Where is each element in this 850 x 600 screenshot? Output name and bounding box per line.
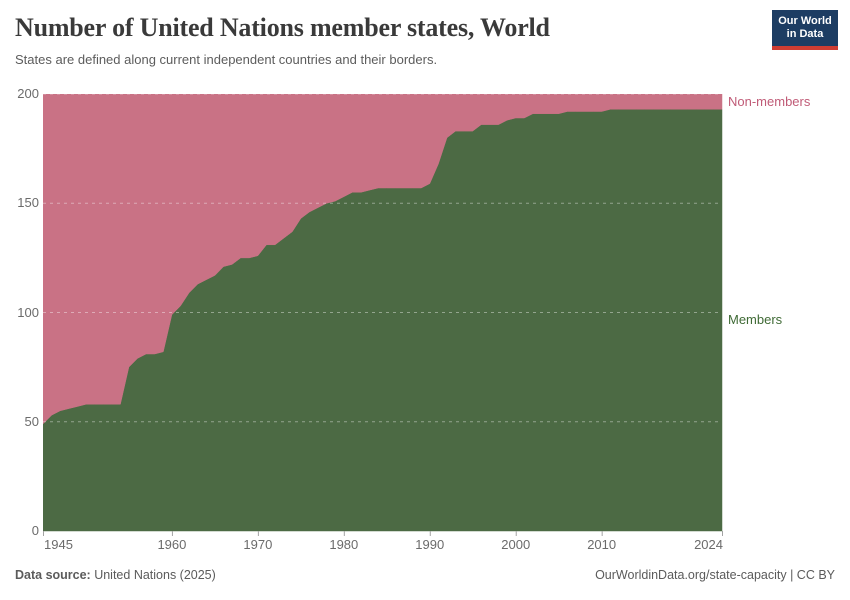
page-title: Number of United Nations member states, …: [15, 13, 550, 42]
license-link[interactable]: OurWorldinData.org/state-capacity | CC B…: [595, 568, 835, 582]
x-axis-label-2024: 2024: [694, 537, 723, 552]
logo-line-1: Our World: [778, 15, 832, 27]
series-label-non-members[interactable]: Non-members: [728, 93, 811, 109]
y-axis-label-200: 200: [17, 86, 39, 101]
data-source-value: United Nations (2025): [90, 568, 216, 582]
data-source: Data source: United Nations (2025): [15, 568, 216, 582]
series-label-members[interactable]: Members: [728, 312, 783, 328]
y-axis-label-0: 0: [31, 523, 39, 538]
x-axis-label-1945: 1945: [44, 537, 73, 552]
chart-plot-area[interactable]: [43, 94, 723, 538]
x-axis-label-2010: 2010: [587, 537, 617, 552]
non-members-area[interactable]: [43, 94, 723, 425]
y-axis-label-100: 100: [17, 304, 39, 320]
x-axis-label-1990: 1990: [415, 537, 445, 552]
x-axis-label-1960: 1960: [157, 537, 187, 552]
y-axis-label-150: 150: [17, 195, 39, 211]
x-axis-label-2000: 2000: [501, 537, 531, 552]
page-subtitle: States are defined along current indepen…: [15, 52, 438, 67]
owid-logo[interactable]: Our World in Data: [772, 10, 838, 50]
y-axis-label-50: 50: [24, 413, 39, 429]
x-axis-label-1970: 1970: [243, 537, 273, 552]
data-source-label: Data source:: [15, 568, 91, 582]
logo-line-2: in Data: [786, 28, 824, 40]
x-axis-label-1980: 1980: [329, 537, 359, 552]
